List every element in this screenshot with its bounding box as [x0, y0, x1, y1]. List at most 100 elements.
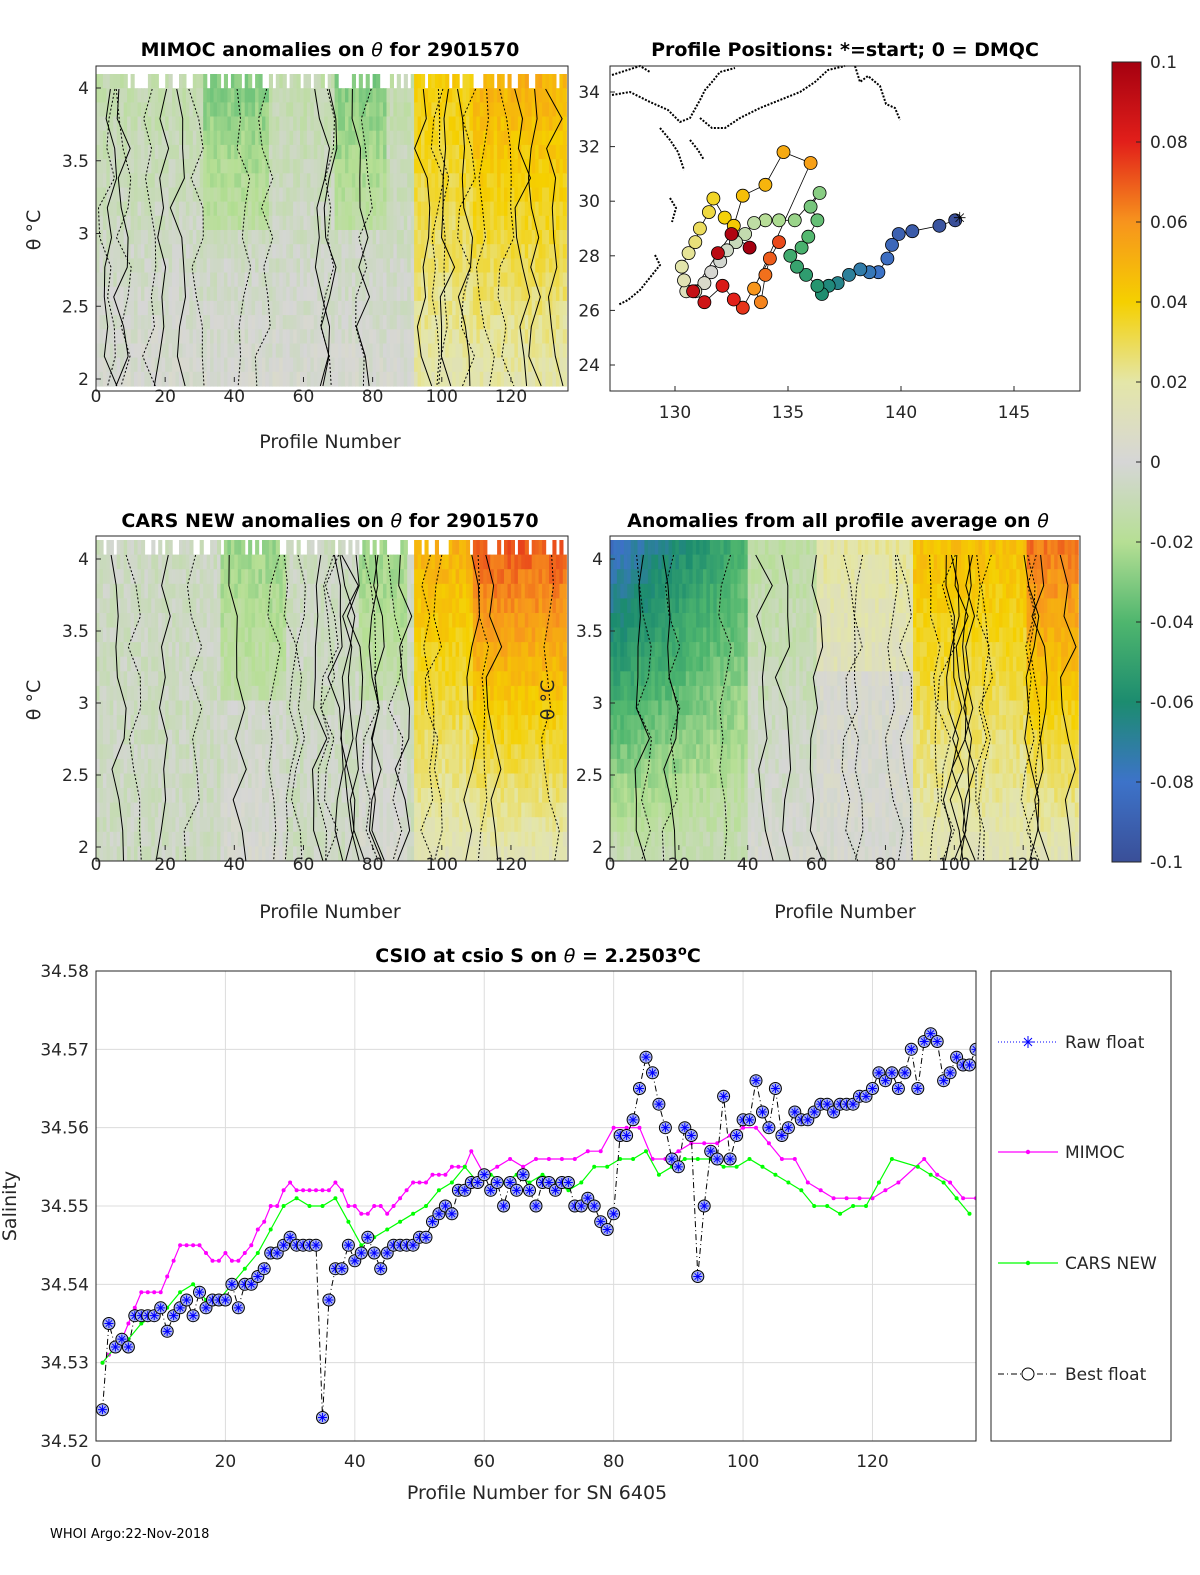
heatmap-cell: [168, 159, 173, 174]
heatmap-cell: [102, 700, 107, 716]
heatmap-cell: [220, 569, 225, 585]
heatmap-cell: [262, 187, 267, 203]
heatmap-cell: [227, 613, 232, 629]
heatmap-cell: [230, 272, 235, 288]
heatmap-cell: [158, 187, 163, 203]
heatmap-cell: [127, 613, 132, 629]
heatmap-cell: [102, 598, 107, 614]
heatmap-cell: [244, 831, 249, 847]
heatmap-cell: [106, 817, 111, 833]
heatmap-cell: [476, 315, 481, 330]
heatmap-cell: [310, 598, 315, 614]
heatmap-cell: [272, 286, 277, 302]
heatmap-cell: [210, 357, 215, 373]
heatmap-cell: [158, 613, 163, 629]
profile-position-marker: [758, 267, 773, 282]
heatmap-cell: [306, 258, 311, 274]
heatmap-cell: [147, 215, 152, 231]
heatmap-cell: [365, 758, 370, 775]
heatmap-cell: [500, 371, 505, 387]
heatmap-cell: [199, 671, 204, 687]
heatmap-cell: [237, 159, 242, 174]
heatmap-cell: [213, 569, 218, 585]
heatmap-cell: [147, 343, 152, 359]
heatmap-cell: [545, 88, 550, 103]
heatmap-cell: [383, 88, 388, 103]
heatmap-cell: [147, 788, 152, 804]
heatmap-cell: [203, 758, 208, 775]
heatmap-cell: [331, 715, 336, 731]
heatmap-cell: [507, 74, 512, 89]
heatmap-cell: [538, 159, 543, 174]
heatmap-cell: [414, 187, 419, 203]
heatmap-cell: [106, 583, 111, 599]
heatmap-cell: [96, 343, 101, 359]
heatmap-cell: [317, 831, 322, 847]
heatmap-cell: [441, 315, 446, 330]
heatmap-cell: [96, 685, 101, 702]
heatmap-cell: [255, 846, 260, 861]
heatmap-cell: [282, 583, 287, 599]
heatmap-cell: [116, 258, 121, 274]
heatmap-cell: [144, 671, 149, 687]
heatmap-cell: [141, 656, 146, 672]
heatmap-cell: [268, 715, 273, 731]
heatmap-cell: [383, 187, 388, 203]
heatmap-cell: [210, 758, 215, 775]
heatmap-cell: [386, 116, 391, 132]
heatmap-cell: [393, 744, 398, 760]
heatmap-cell: [109, 773, 114, 789]
heatmap-cell: [137, 554, 142, 570]
contour-line: [254, 88, 274, 387]
profile-position-marker: [715, 278, 730, 293]
heatmap-cell: [393, 130, 398, 146]
heatmap-cell: [369, 627, 374, 643]
heatmap-cell: [116, 685, 121, 702]
heatmap-cell: [199, 272, 204, 288]
heatmap-cell: [96, 187, 101, 203]
heatmap-cell: [400, 116, 405, 132]
heatmap-cell: [289, 685, 294, 702]
heatmap-cell: [376, 700, 381, 716]
heatmap-cell: [234, 329, 239, 345]
heatmap-cell: [528, 130, 533, 146]
heatmap-cell: [134, 627, 139, 643]
heatmap-cell: [137, 329, 142, 345]
heatmap-cell: [165, 627, 170, 643]
heatmap-cell: [227, 744, 232, 760]
heatmap-cell: [296, 831, 301, 847]
heatmap-cell: [327, 215, 332, 231]
heatmap-cell: [213, 159, 218, 174]
heatmap-cell: [154, 300, 159, 316]
heatmap-cell: [158, 88, 163, 103]
heatmap-cell: [517, 315, 522, 330]
heatmap-cell: [555, 102, 560, 118]
heatmap-cell: [199, 554, 204, 570]
heatmap-cell: [372, 642, 377, 658]
heatmap-cell: [275, 817, 280, 833]
heatmap-cell: [279, 744, 284, 760]
heatmap-cell: [417, 244, 422, 259]
heatmap-cell: [113, 554, 118, 570]
heatmap-cell: [275, 286, 280, 302]
heatmap-cell: [358, 700, 363, 716]
heatmap-cell: [282, 598, 287, 614]
heatmap-cell: [199, 286, 204, 302]
heatmap-cell: [358, 300, 363, 316]
heatmap-cell: [562, 244, 567, 259]
heatmap-cell: [127, 744, 132, 760]
heatmap-cell: [303, 685, 308, 702]
heatmap-cell: [313, 286, 318, 302]
heatmap-cell: [517, 329, 522, 345]
heatmap-cell: [189, 569, 194, 585]
heatmap-cell: [141, 554, 146, 570]
heatmap-cell: [303, 598, 308, 614]
contour-line: [320, 88, 338, 387]
heatmap-cell: [116, 773, 121, 789]
heatmap-cell: [445, 130, 450, 146]
heatmap-cell: [320, 300, 325, 316]
heatmap-cell: [393, 656, 398, 672]
heatmap-cell: [227, 286, 232, 302]
heatmap-cell: [116, 846, 121, 861]
heatmap-cell: [237, 656, 242, 672]
